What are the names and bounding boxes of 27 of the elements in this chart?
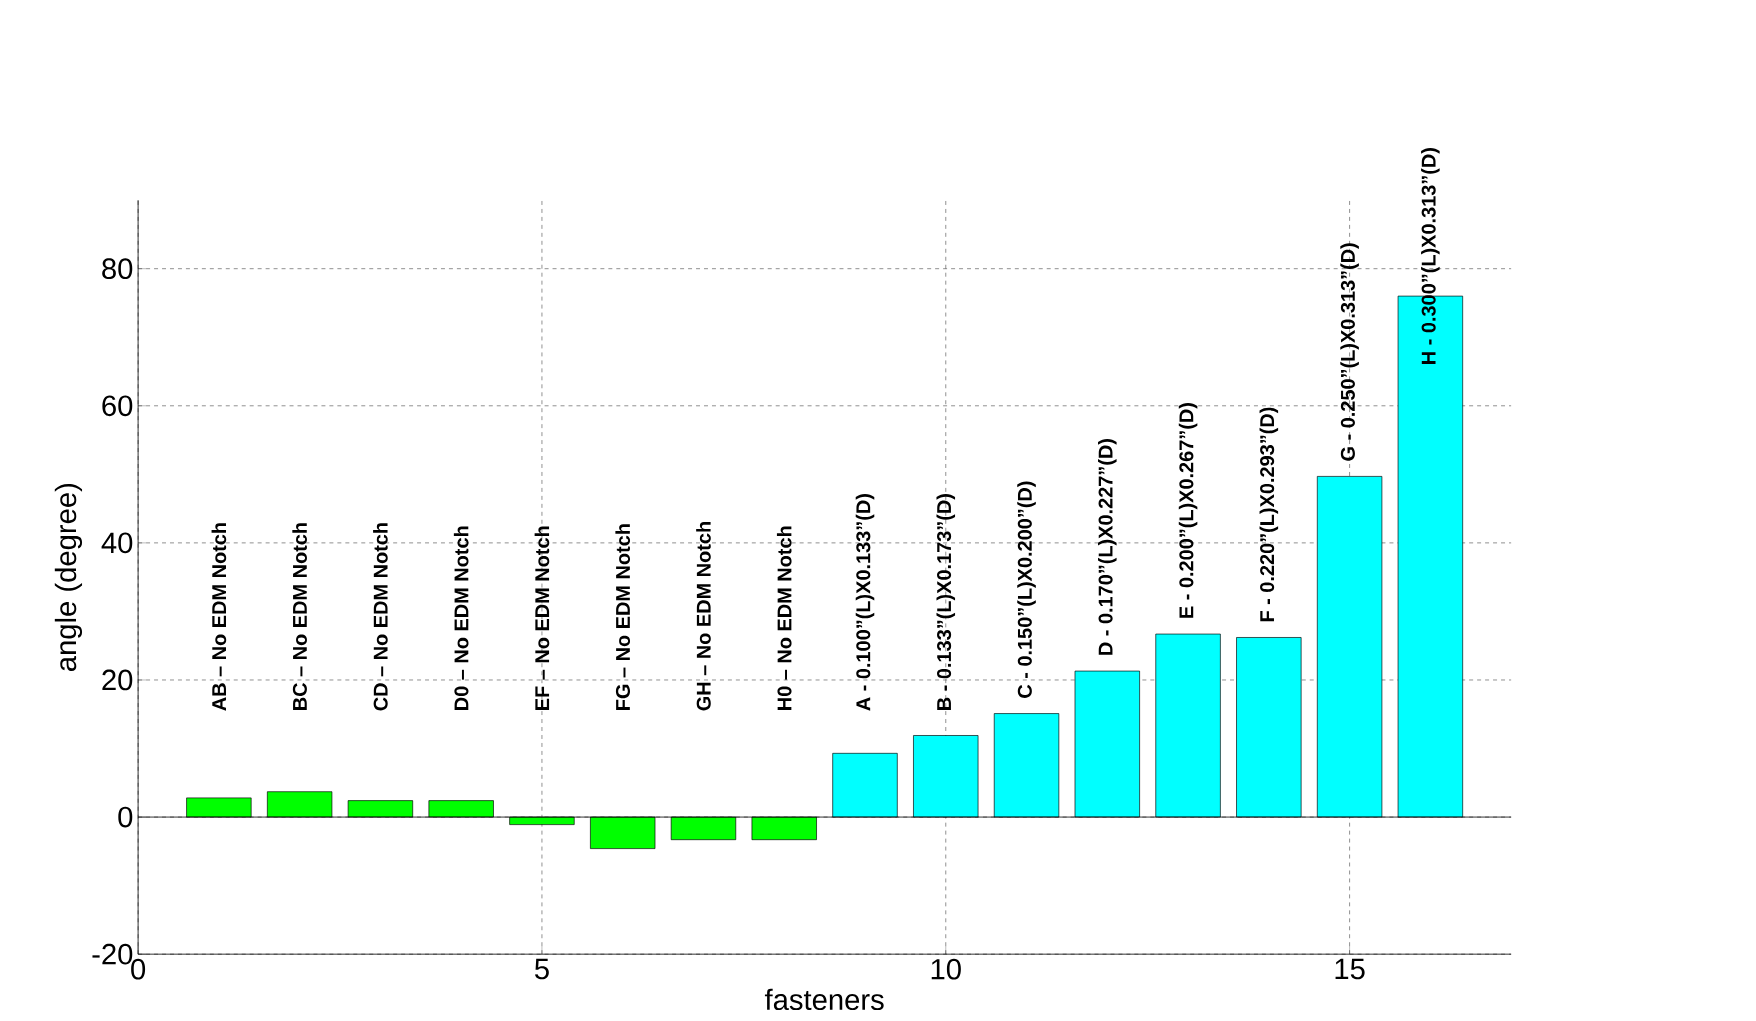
annotation: A - 0.100”(L)X0.133”(D) <box>855 494 875 711</box>
y-tick-label: 20 <box>102 669 133 691</box>
annotation: F - 0.220”(L)X0.293”(D) <box>1259 407 1279 622</box>
y-tick-label: 40 <box>101 532 133 554</box>
x-tick-label: 5 <box>534 958 549 980</box>
y-tick-label: 0 <box>118 806 133 828</box>
x-axis-title: fasteners <box>764 988 884 1011</box>
annotation: D0 – No EDM Notch <box>453 526 469 710</box>
annotation: BC – No EDM Notch <box>292 523 307 710</box>
annotation: H - 0.300”(L)X0.313”(D) <box>1421 148 1440 364</box>
annotation: FG – No EDM Notch <box>615 524 631 710</box>
annotation: G - 0.250”(L)X0.313”(D) <box>1340 243 1359 461</box>
annotation: H0 – No EDM Notch <box>776 526 792 710</box>
annotation: E - 0.200”(L)X0.267”(D) <box>1178 403 1198 618</box>
y-tick-label: 80 <box>102 258 133 280</box>
annotation: D - 0.170”(L)X0.227”(D) <box>1098 439 1117 655</box>
annotation: GH – No EDM Notch <box>696 522 711 711</box>
annotation: C - 0.150”(L)X0.200”(D) <box>1017 481 1036 698</box>
annotation: B - 0.133”(L)X0.173”(D) <box>936 494 956 710</box>
annotation: AB – No EDM Notch <box>211 523 227 711</box>
annotation: CD – No EDM Notch <box>373 523 388 711</box>
y-tick-label: -20 <box>92 943 133 965</box>
y-tick-label: 60 <box>102 395 133 417</box>
annotation: EF – No EDM Notch <box>534 526 550 710</box>
x-tick-label: 15 <box>1335 958 1365 980</box>
x-tick-label: 10 <box>931 958 961 980</box>
y-axis-title: angle (degree) <box>54 484 83 671</box>
